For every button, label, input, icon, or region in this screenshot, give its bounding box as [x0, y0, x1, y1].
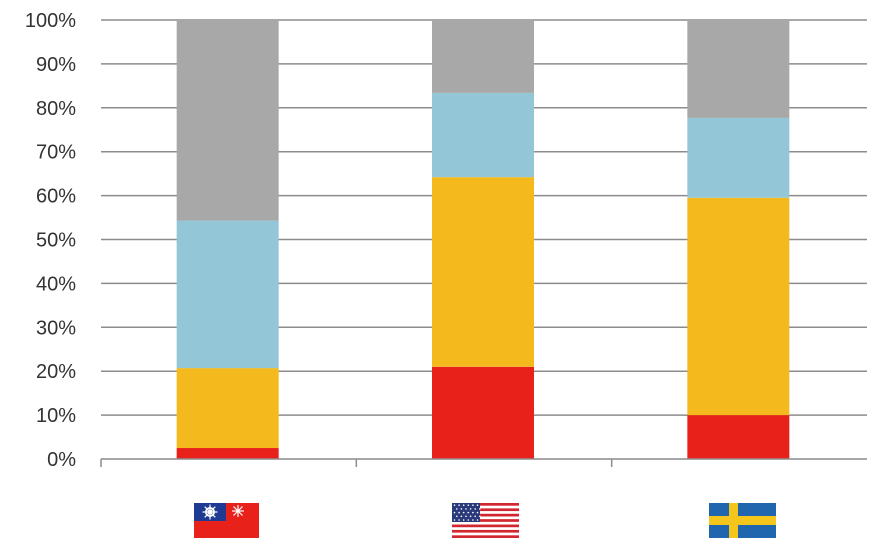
- bar-segment-taiwan-flag-1: [176, 368, 279, 449]
- usa-flag-icon: [452, 503, 519, 538]
- bar-segment-usa-flag-0: [432, 366, 534, 459]
- taiwan-flag-icon: [194, 503, 259, 538]
- bar-segment-sweden-flag-3: [687, 20, 790, 118]
- y-tick-label: 20%: [36, 361, 76, 383]
- x-axis: [100, 458, 867, 467]
- bar-segment-sweden-flag-2: [687, 117, 790, 198]
- y-tick-label: 0%: [47, 449, 76, 471]
- y-tick-label: 10%: [36, 405, 76, 427]
- y-tick-label: 90%: [36, 54, 76, 76]
- y-tick-label: 70%: [36, 142, 76, 164]
- bar-segment-usa-flag-2: [432, 92, 534, 178]
- bar-segment-usa-flag-3: [432, 20, 534, 93]
- bar-segment-taiwan-flag-2: [176, 220, 279, 369]
- bar-segment-taiwan-flag-0: [176, 448, 279, 459]
- sweden-flag-icon: [709, 503, 776, 538]
- bar-segment-usa-flag-1: [432, 177, 534, 367]
- y-tick-label: 100%: [25, 10, 76, 32]
- y-tick-label: 80%: [36, 98, 76, 120]
- y-tick-label: 30%: [36, 317, 76, 339]
- bar-segment-sweden-flag-0: [687, 415, 790, 459]
- y-tick-label: 50%: [36, 230, 76, 252]
- bar-segment-taiwan-flag-3: [176, 20, 279, 221]
- bars: [176, 20, 790, 459]
- y-tick-label: 40%: [36, 273, 76, 295]
- bar-segment-sweden-flag-1: [687, 197, 790, 416]
- y-axis-tick-labels: 0% 10% 20% 30% 40% 50% 60% 70% 80% 90% 100%: [25, 10, 76, 471]
- y-tick-label: 60%: [36, 186, 76, 208]
